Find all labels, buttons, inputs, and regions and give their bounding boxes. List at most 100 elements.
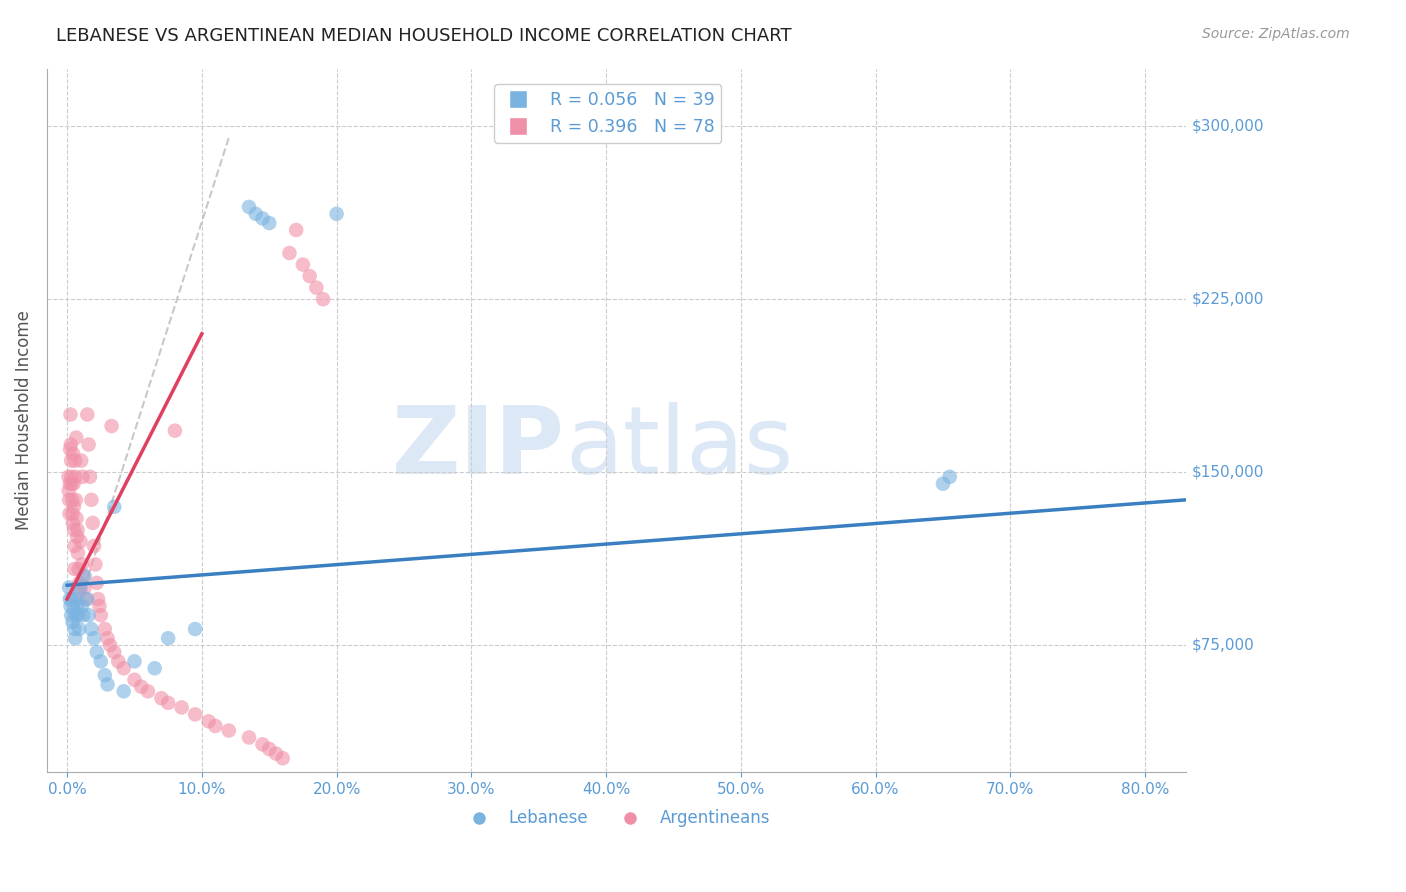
Point xyxy=(59,437,82,451)
Point xyxy=(90,608,112,623)
Point xyxy=(58,492,80,507)
Point xyxy=(298,269,321,284)
Point xyxy=(67,562,90,576)
Point xyxy=(79,470,101,484)
Point xyxy=(66,546,89,560)
Point xyxy=(264,747,287,761)
Point xyxy=(77,437,100,451)
Point xyxy=(65,470,87,484)
Point xyxy=(90,654,112,668)
Legend: Lebanese, Argentineans: Lebanese, Argentineans xyxy=(456,803,778,834)
Point xyxy=(59,592,82,607)
Point xyxy=(96,632,118,646)
Point xyxy=(73,581,96,595)
Point xyxy=(86,645,108,659)
Text: $300,000: $300,000 xyxy=(1192,119,1265,134)
Point xyxy=(72,608,94,623)
Point xyxy=(63,562,86,576)
Point xyxy=(65,431,87,445)
Point xyxy=(66,608,89,623)
Point xyxy=(63,622,86,636)
Point xyxy=(67,622,90,636)
Point xyxy=(184,622,207,636)
Point xyxy=(271,751,294,765)
Point xyxy=(63,604,86,618)
Point xyxy=(84,558,107,572)
Point xyxy=(157,696,180,710)
Point xyxy=(72,470,94,484)
Point xyxy=(70,599,93,613)
Point xyxy=(257,742,280,756)
Point xyxy=(285,223,308,237)
Point xyxy=(98,638,121,652)
Point xyxy=(218,723,240,738)
Point xyxy=(60,608,83,623)
Point xyxy=(66,523,89,537)
Point xyxy=(157,632,180,646)
Point xyxy=(63,523,86,537)
Text: $225,000: $225,000 xyxy=(1192,292,1264,307)
Point xyxy=(65,511,87,525)
Point xyxy=(69,585,91,599)
Point xyxy=(66,530,89,544)
Point xyxy=(305,280,328,294)
Point xyxy=(59,408,82,422)
Point xyxy=(238,731,260,745)
Point xyxy=(60,470,83,484)
Point xyxy=(67,575,90,590)
Point xyxy=(150,691,173,706)
Point xyxy=(77,608,100,623)
Point xyxy=(163,424,186,438)
Point xyxy=(197,714,219,729)
Point xyxy=(257,216,280,230)
Point xyxy=(63,632,86,646)
Point xyxy=(80,622,103,636)
Point xyxy=(278,246,301,260)
Point xyxy=(112,684,135,698)
Text: LEBANESE VS ARGENTINEAN MEDIAN HOUSEHOLD INCOME CORRELATION CHART: LEBANESE VS ARGENTINEAN MEDIAN HOUSEHOLD… xyxy=(56,27,792,45)
Point xyxy=(58,483,80,498)
Point xyxy=(83,632,105,646)
Point xyxy=(59,476,82,491)
Point xyxy=(80,492,103,507)
Point xyxy=(62,476,84,491)
Point xyxy=(136,684,159,698)
Point xyxy=(72,569,94,583)
Text: ZIP: ZIP xyxy=(392,402,565,494)
Point xyxy=(245,207,267,221)
Point xyxy=(204,719,226,733)
Point xyxy=(63,539,86,553)
Point xyxy=(112,661,135,675)
Point xyxy=(107,654,129,668)
Point xyxy=(103,500,125,514)
Point xyxy=(143,661,166,675)
Point xyxy=(82,516,104,530)
Point xyxy=(69,534,91,549)
Point xyxy=(124,673,146,687)
Point xyxy=(94,668,117,682)
Point xyxy=(938,470,960,484)
Point xyxy=(87,592,110,607)
Point xyxy=(76,592,98,607)
Point xyxy=(103,645,125,659)
Point xyxy=(325,207,347,221)
Point xyxy=(129,680,152,694)
Point xyxy=(170,700,193,714)
Point xyxy=(60,476,83,491)
Point xyxy=(60,492,83,507)
Point xyxy=(238,200,260,214)
Point xyxy=(73,569,96,583)
Point xyxy=(76,408,98,422)
Text: $75,000: $75,000 xyxy=(1192,638,1256,653)
Point xyxy=(62,507,84,521)
Point xyxy=(60,453,83,467)
Point xyxy=(62,615,84,629)
Point xyxy=(96,677,118,691)
Point xyxy=(70,558,93,572)
Point xyxy=(70,453,93,467)
Point xyxy=(69,581,91,595)
Point xyxy=(62,516,84,530)
Point xyxy=(59,442,82,456)
Point xyxy=(65,592,87,607)
Point xyxy=(89,599,111,613)
